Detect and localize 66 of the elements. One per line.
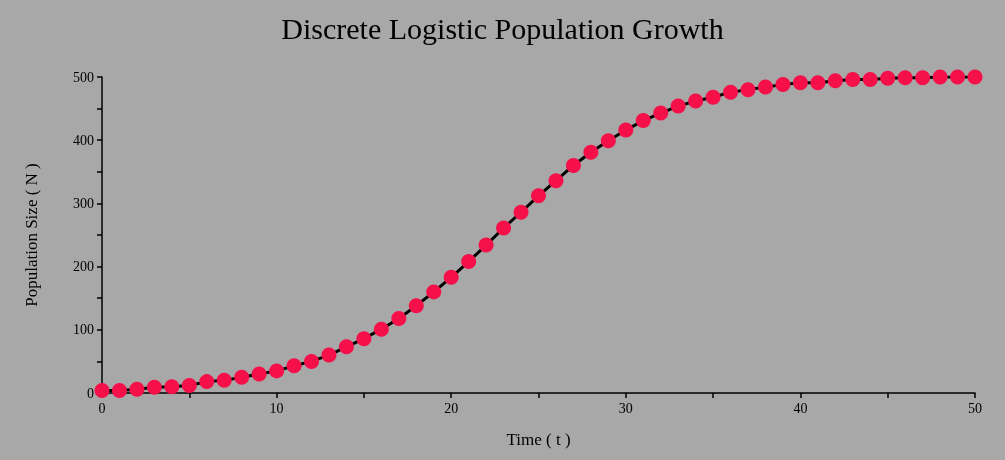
point [513, 204, 529, 220]
point [740, 82, 756, 98]
x-tick-label: 0 [98, 400, 106, 416]
point [897, 70, 913, 86]
point [234, 369, 250, 385]
point [146, 379, 162, 395]
x-tick-label: 40 [793, 400, 808, 416]
point [111, 382, 127, 398]
y-tick-label: 100 [73, 322, 94, 338]
point [391, 310, 407, 326]
point [845, 72, 861, 88]
point [810, 75, 826, 91]
y-tick-label: 200 [73, 259, 94, 275]
y-tick-label: 300 [73, 195, 94, 211]
point [967, 69, 983, 85]
point [600, 133, 616, 149]
x-tick-label: 30 [618, 400, 633, 416]
point [758, 79, 773, 95]
point [338, 339, 354, 355]
point [286, 358, 302, 374]
point [321, 347, 337, 363]
point [705, 89, 721, 105]
point [775, 77, 791, 93]
point [950, 69, 966, 85]
point [356, 331, 372, 347]
point [583, 144, 599, 160]
point [618, 122, 634, 138]
point [478, 237, 494, 253]
y-tick-label: 400 [73, 132, 94, 148]
point [792, 75, 808, 91]
y-axis-title: Population Size ( N ) [22, 163, 41, 307]
point [670, 98, 686, 114]
x-tick-label: 50 [968, 400, 982, 416]
point [915, 70, 931, 86]
point [199, 374, 215, 390]
point [461, 254, 477, 270]
point [496, 220, 512, 236]
y-tick-label: 500 [73, 69, 94, 85]
point [565, 157, 581, 173]
point [94, 382, 110, 398]
point [129, 381, 145, 397]
point [426, 284, 442, 300]
point [164, 379, 180, 395]
point [548, 173, 564, 189]
point [304, 353, 320, 369]
point [251, 366, 267, 382]
point [531, 188, 546, 204]
point [932, 69, 948, 85]
y-tick-label: 0 [87, 385, 94, 401]
point [653, 105, 669, 121]
point [373, 321, 389, 337]
point [635, 113, 651, 129]
point [862, 72, 878, 88]
x-axis-title: Time ( t ) [506, 430, 571, 449]
point [723, 84, 739, 100]
point [181, 377, 197, 393]
point [216, 372, 232, 388]
x-tick-label: 10 [269, 400, 284, 416]
point [688, 93, 704, 109]
point [269, 363, 285, 379]
point [827, 73, 843, 89]
x-tick-label: 20 [444, 400, 459, 416]
point [408, 298, 424, 314]
point [880, 70, 896, 86]
chart-title: Discrete Logistic Population Growth [281, 11, 724, 45]
point [443, 269, 459, 285]
